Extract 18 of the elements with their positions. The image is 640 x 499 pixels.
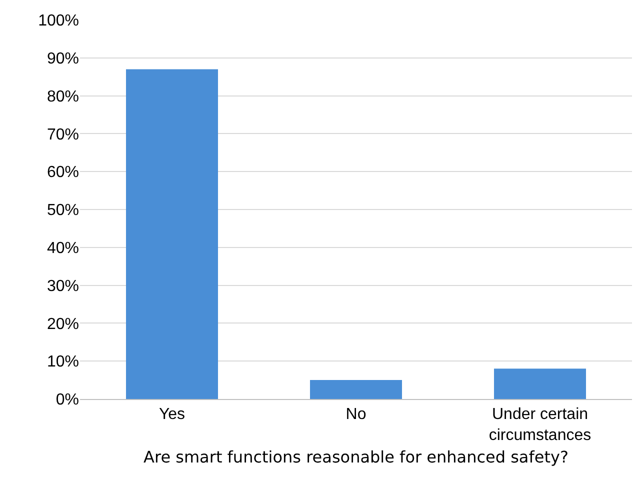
x-tick-label: Under certain circumstances <box>488 406 592 444</box>
bar <box>126 69 218 399</box>
y-tick-label: 40% <box>46 240 79 257</box>
x-tick-label: Yes <box>158 406 186 424</box>
y-tick-label: 70% <box>46 126 79 144</box>
x-tick-label: No <box>346 406 366 424</box>
y-tick-label: 50% <box>46 202 79 220</box>
bar <box>310 380 402 399</box>
y-tick-label: 20% <box>46 316 79 333</box>
y-tick-label: 90% <box>46 50 79 68</box>
y-tick-label: 10% <box>46 354 79 371</box>
y-tick-label: 80% <box>46 88 79 106</box>
x-axis-title: Are smart functions reasonable for enhanced safety? <box>144 448 568 467</box>
y-tick-label: 0% <box>56 392 79 409</box>
y-tick-label: 30% <box>46 278 79 295</box>
y-tick-label: 100% <box>38 12 79 30</box>
bar <box>494 368 586 399</box>
y-tick-label: 60% <box>46 164 79 182</box>
